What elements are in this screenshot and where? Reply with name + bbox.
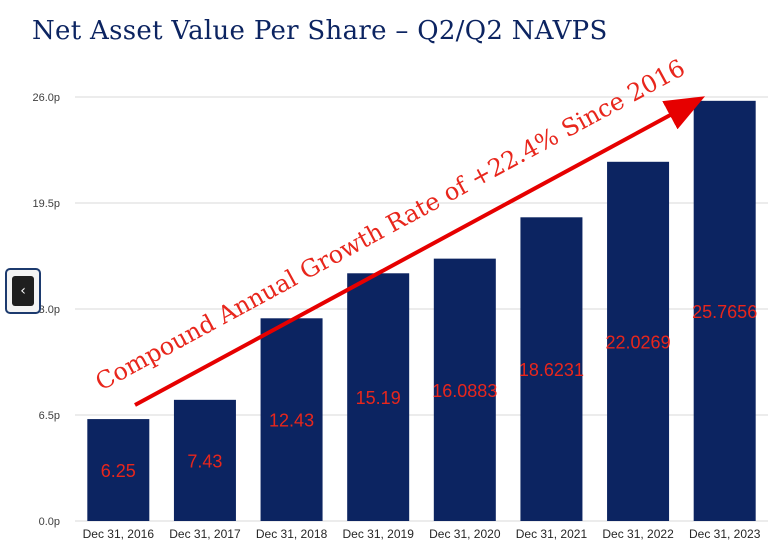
y-tick-label: 19.5p — [32, 198, 60, 210]
bar — [87, 419, 150, 521]
previous-slide-button[interactable]: ‹ — [5, 268, 41, 314]
x-tick-label: Dec 31, 2023 — [689, 527, 761, 541]
bar — [433, 258, 496, 521]
data-label: 16.0883 — [432, 381, 497, 401]
bar — [260, 318, 323, 521]
x-tick-label: Dec 31, 2020 — [429, 527, 501, 541]
chevron-left-icon: ‹ — [12, 276, 34, 306]
page-title: Net Asset Value Per Share – Q2/Q2 NAVPS — [32, 16, 608, 46]
x-axis-ticks: Dec 31, 2016 Dec 31, 2017 Dec 31, 2018 Dec … — [83, 527, 761, 541]
x-tick-label: Dec 31, 2018 — [256, 527, 328, 541]
y-tick-label: 0.0p — [39, 516, 60, 528]
data-label: 15.19 — [356, 388, 401, 408]
bar — [693, 100, 756, 522]
data-label: 18.6231 — [519, 360, 584, 380]
x-tick-label: Dec 31, 2016 — [83, 527, 155, 541]
data-label: 25.7656 — [692, 302, 757, 322]
data-label: 6.25 — [101, 461, 136, 481]
x-tick-label: Dec 31, 2021 — [516, 527, 588, 541]
data-label: 7.43 — [187, 451, 222, 471]
value-labels: 6.25 7.43 12.43 15.19 16.0883 18.6231 22.0269 2… — [101, 302, 757, 481]
y-tick-label: 26.0p — [32, 92, 60, 104]
x-tick-label: Dec 31, 2019 — [342, 527, 414, 541]
bars — [87, 100, 756, 522]
x-tick-label: Dec 31, 2017 — [169, 527, 241, 541]
x-tick-label: Dec 31, 2022 — [602, 527, 674, 541]
growth-arrow — [134, 96, 706, 407]
y-tick-label: 6.5p — [39, 410, 60, 422]
bar — [520, 217, 583, 521]
data-label: 22.0269 — [606, 332, 671, 352]
data-label: 12.43 — [269, 411, 314, 431]
bar — [173, 399, 236, 521]
bar — [347, 273, 410, 521]
bar — [607, 161, 670, 521]
